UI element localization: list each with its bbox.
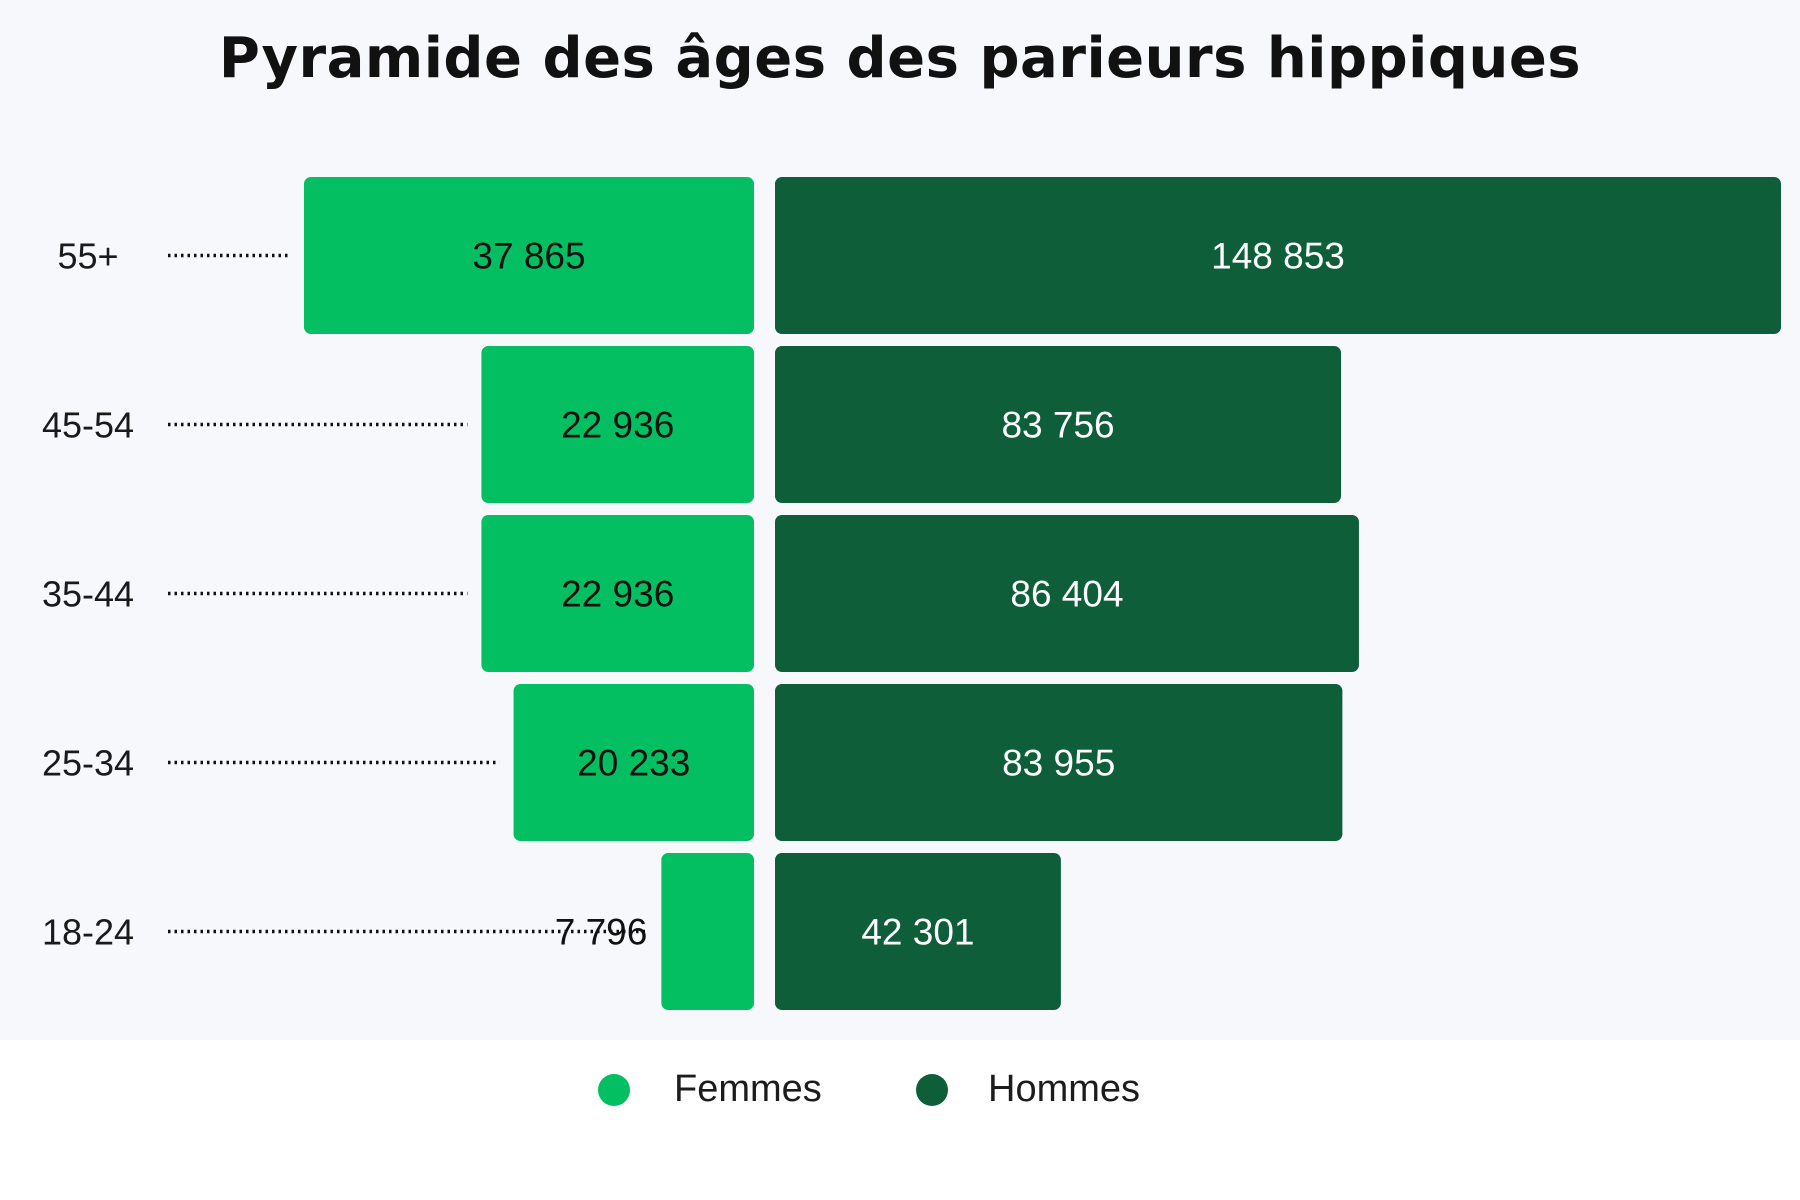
value-label-femmes-35-44: 22 936 xyxy=(561,574,674,615)
legend-label-femmes: Femmes xyxy=(674,1068,822,1110)
bar-femmes-45-54[interactable] xyxy=(481,346,754,503)
category-label-18-24: 18-24 xyxy=(42,912,134,953)
legend-label-hommes: Hommes xyxy=(988,1068,1141,1110)
bar-hommes-25-34[interactable] xyxy=(775,684,1343,841)
value-label-femmes-45-54: 22 936 xyxy=(561,405,674,446)
category-label-55plus: 55+ xyxy=(57,236,118,277)
value-label-hommes-35-44: 86 404 xyxy=(1010,574,1123,615)
value-label-hommes-55plus: 148 853 xyxy=(1211,236,1345,277)
value-label-femmes-25-34: 20 233 xyxy=(577,743,690,784)
category-label-25-34: 25-34 xyxy=(42,743,134,784)
bar-hommes-18-24[interactable] xyxy=(775,853,1061,1010)
bars-layer: 55+ 37 865 148 853 45-54 22 936 83 756 35-44 22… xyxy=(42,177,1781,1010)
legend-swatch-femmes xyxy=(598,1073,630,1106)
bar-femmes-55plus[interactable] xyxy=(304,177,754,334)
bar-hommes-45-54[interactable] xyxy=(775,346,1342,503)
legend-item-hommes[interactable]: Hommes xyxy=(916,1068,1140,1111)
category-label-45-54: 45-54 xyxy=(42,405,134,446)
bar-femmes-35-44[interactable] xyxy=(481,515,754,672)
value-label-femmes-55plus: 37 865 xyxy=(472,236,585,277)
bar-femmes-18-24[interactable] xyxy=(661,853,754,1010)
category-label-35-44: 35-44 xyxy=(42,574,134,615)
bar-hommes-35-44[interactable] xyxy=(775,515,1359,672)
legend-swatch-hommes xyxy=(916,1073,948,1106)
bar-hommes-55plus[interactable] xyxy=(775,177,1781,334)
value-label-femmes-18-24: 7 796 xyxy=(555,912,648,953)
value-label-hommes-25-34: 83 955 xyxy=(1002,743,1115,784)
value-label-hommes-18-24: 42 301 xyxy=(861,912,974,953)
bar-femmes-25-34[interactable] xyxy=(513,684,754,841)
chart-title: Pyramide des âges des parieurs hippiques xyxy=(218,26,1582,91)
value-label-hommes-45-54: 83 756 xyxy=(1001,405,1114,446)
legend-item-femmes[interactable]: Femmes xyxy=(598,1068,822,1111)
pyramid-chart: 55+ 37 865 148 853 45-54 22 936 83 756 35-44 22… xyxy=(42,177,1781,1010)
